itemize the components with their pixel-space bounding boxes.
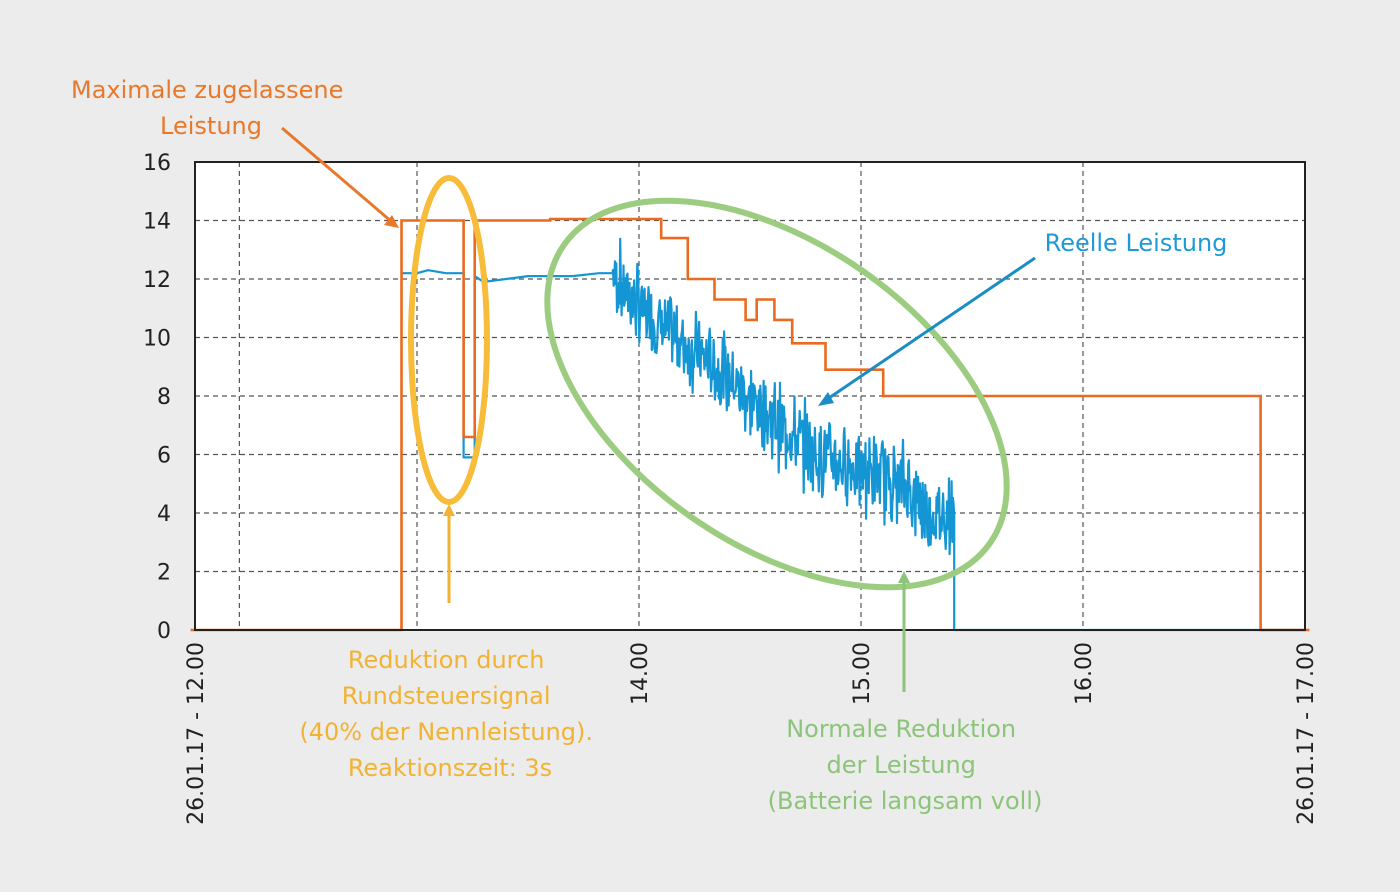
series-max-power <box>190 217 1310 632</box>
x-tick-label-2: 15.00 <box>850 642 875 705</box>
max-power-line <box>190 217 1310 632</box>
y-tick-label-6: 6 <box>157 444 171 469</box>
y-tick-label-2: 2 <box>157 561 171 586</box>
real-power-line <box>401 237 1305 632</box>
real-power-label: Reelle Leistung <box>1045 229 1228 257</box>
x-axis-ticks: 26.01.17 - 12.00 14.00 15.00 16.00 26.01.17 … <box>184 642 1319 825</box>
y-tick-label-4: 4 <box>157 502 171 527</box>
real-power-label-line-1: Reelle Leistung <box>1045 229 1228 257</box>
real-power-arrow <box>818 256 1036 406</box>
series-real-power <box>401 237 1305 632</box>
normal-label-line-2: der Leistung <box>826 751 975 779</box>
max-power-label-line-1: Maximale zugelassene <box>71 76 343 104</box>
y-tick-label-0: 0 <box>157 619 171 644</box>
normal-label-line-1: Normale Reduktion <box>786 715 1016 743</box>
x-tick-label-3: 16.00 <box>1072 642 1097 705</box>
normal-highlight-ellipse <box>544 197 1010 591</box>
normal-reduction-label: Normale Reduktion der Leistung (Batterie… <box>768 715 1043 815</box>
y-axis-ticks: 0 2 4 6 8 10 12 14 16 <box>143 151 171 644</box>
x-tick-label-0: 26.01.17 - 12.00 <box>184 642 209 825</box>
max-power-arrow <box>281 126 399 228</box>
reduction-label-line-4: Reaktionszeit: 3s <box>348 754 552 782</box>
grid <box>195 162 1305 630</box>
normal-arrow <box>898 571 910 692</box>
y-tick-label-10: 10 <box>143 327 171 352</box>
x-tick-label-4: 26.01.17 - 17.00 <box>1294 642 1319 825</box>
reduction-label-line-3: (40% der Nennleistung). <box>299 718 593 746</box>
reduction-label-line-1: Reduktion durch <box>348 646 545 674</box>
plot-frame <box>194 161 1306 631</box>
max-power-label: Maximale zugelassene Leistung <box>71 76 351 140</box>
y-tick-label-8: 8 <box>157 385 171 410</box>
x-tick-label-1: 14.00 <box>628 642 653 705</box>
max-power-label-line-2: Leistung <box>160 112 262 140</box>
reduction-label: Reduktion durch Rundsteuersignal (40% de… <box>299 646 600 782</box>
normal-label-line-3: (Batterie langsam voll) <box>768 787 1043 815</box>
y-tick-label-16: 16 <box>143 151 171 176</box>
y-tick-label-12: 12 <box>143 268 171 293</box>
reduction-arrow <box>443 504 455 603</box>
reduction-label-line-2: Rundsteuersignal <box>342 682 551 710</box>
y-tick-label-14: 14 <box>143 210 171 235</box>
reduction-highlight-ellipse <box>408 175 490 505</box>
